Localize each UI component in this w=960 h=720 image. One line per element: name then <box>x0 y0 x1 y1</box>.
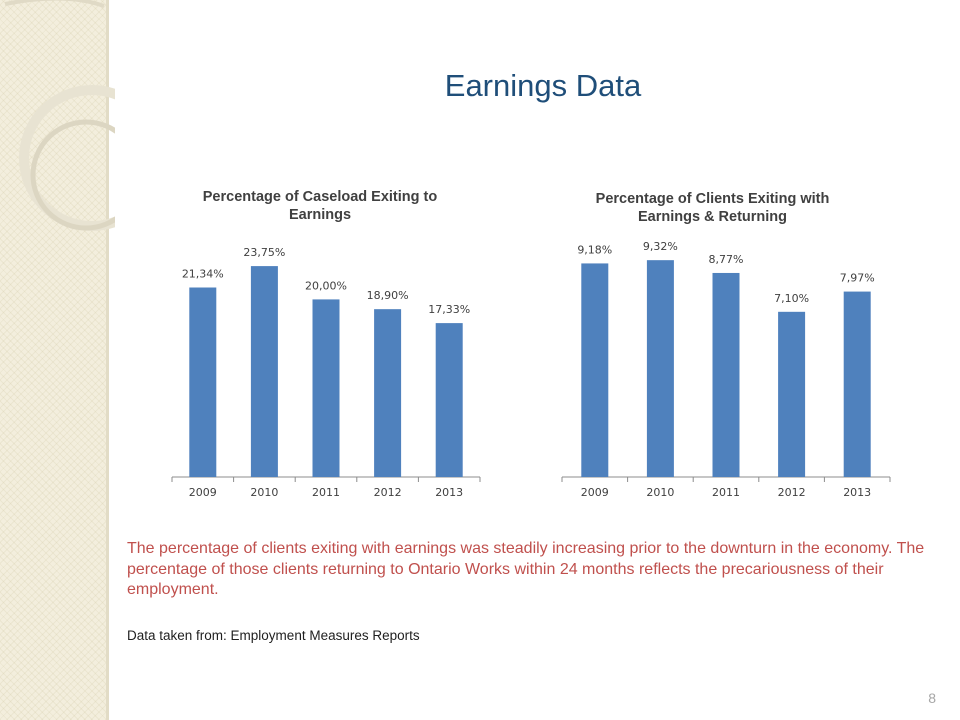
data-label: 7,97% <box>840 272 875 285</box>
data-label: 7,10% <box>774 292 809 305</box>
bar <box>843 291 871 477</box>
bar <box>712 272 740 477</box>
data-label: 9,18% <box>577 243 612 256</box>
bar-chart-plot: 21,34% 2009 23,75% 2010 20,00% 2011 18,90% 2012… <box>171 246 481 499</box>
tick-label: 2013 <box>435 486 463 499</box>
data-label: 9,32% <box>643 240 678 253</box>
tick-label: 2010 <box>250 486 278 499</box>
bar-chart-plot: 9,18% 2009 9,32% 2010 8,77% 2011 7,10% 2012 7,97… <box>561 240 891 499</box>
caseload-earnings-chart: Percentage of Caseload Exiting to Earnin… <box>150 185 500 515</box>
tick-label: 2010 <box>646 486 674 499</box>
tick-label: 2012 <box>778 486 806 499</box>
chart-title: Percentage of Caseload Exiting to Earnin… <box>202 189 438 223</box>
tick-label: 2012 <box>374 486 402 499</box>
data-label: 20,00% <box>305 279 347 292</box>
data-label: 8,77% <box>709 253 744 266</box>
decorative-rings <box>4 0 115 231</box>
slide-title: Earnings Data <box>444 68 642 103</box>
clients-returning-chart: Percentage of Clients Exiting with Earni… <box>540 189 900 519</box>
bar <box>312 299 340 477</box>
data-label: 18,90% <box>367 289 409 302</box>
tick-label: 2011 <box>712 486 740 499</box>
chart-title: Percentage of Clients Exiting with Earni… <box>595 191 830 225</box>
bar <box>435 323 463 477</box>
page-number: 8 <box>928 690 936 706</box>
bar <box>374 309 402 477</box>
side-panel-border <box>106 0 109 720</box>
bar <box>778 311 806 477</box>
summary-caption: The percentage of clients exiting with e… <box>127 540 925 598</box>
bar <box>646 260 674 477</box>
data-label: 17,33% <box>428 303 470 316</box>
bar <box>250 266 278 477</box>
tick-label: 2009 <box>189 486 217 499</box>
data-label: 21,34% <box>182 268 224 281</box>
tick-label: 2013 <box>843 486 871 499</box>
bar <box>189 287 217 477</box>
source-note: Data taken from: Employment Measures Rep… <box>127 628 420 643</box>
bar <box>581 263 609 477</box>
tick-label: 2011 <box>312 486 340 499</box>
tick-label: 2009 <box>581 486 609 499</box>
data-label: 23,75% <box>243 246 285 259</box>
